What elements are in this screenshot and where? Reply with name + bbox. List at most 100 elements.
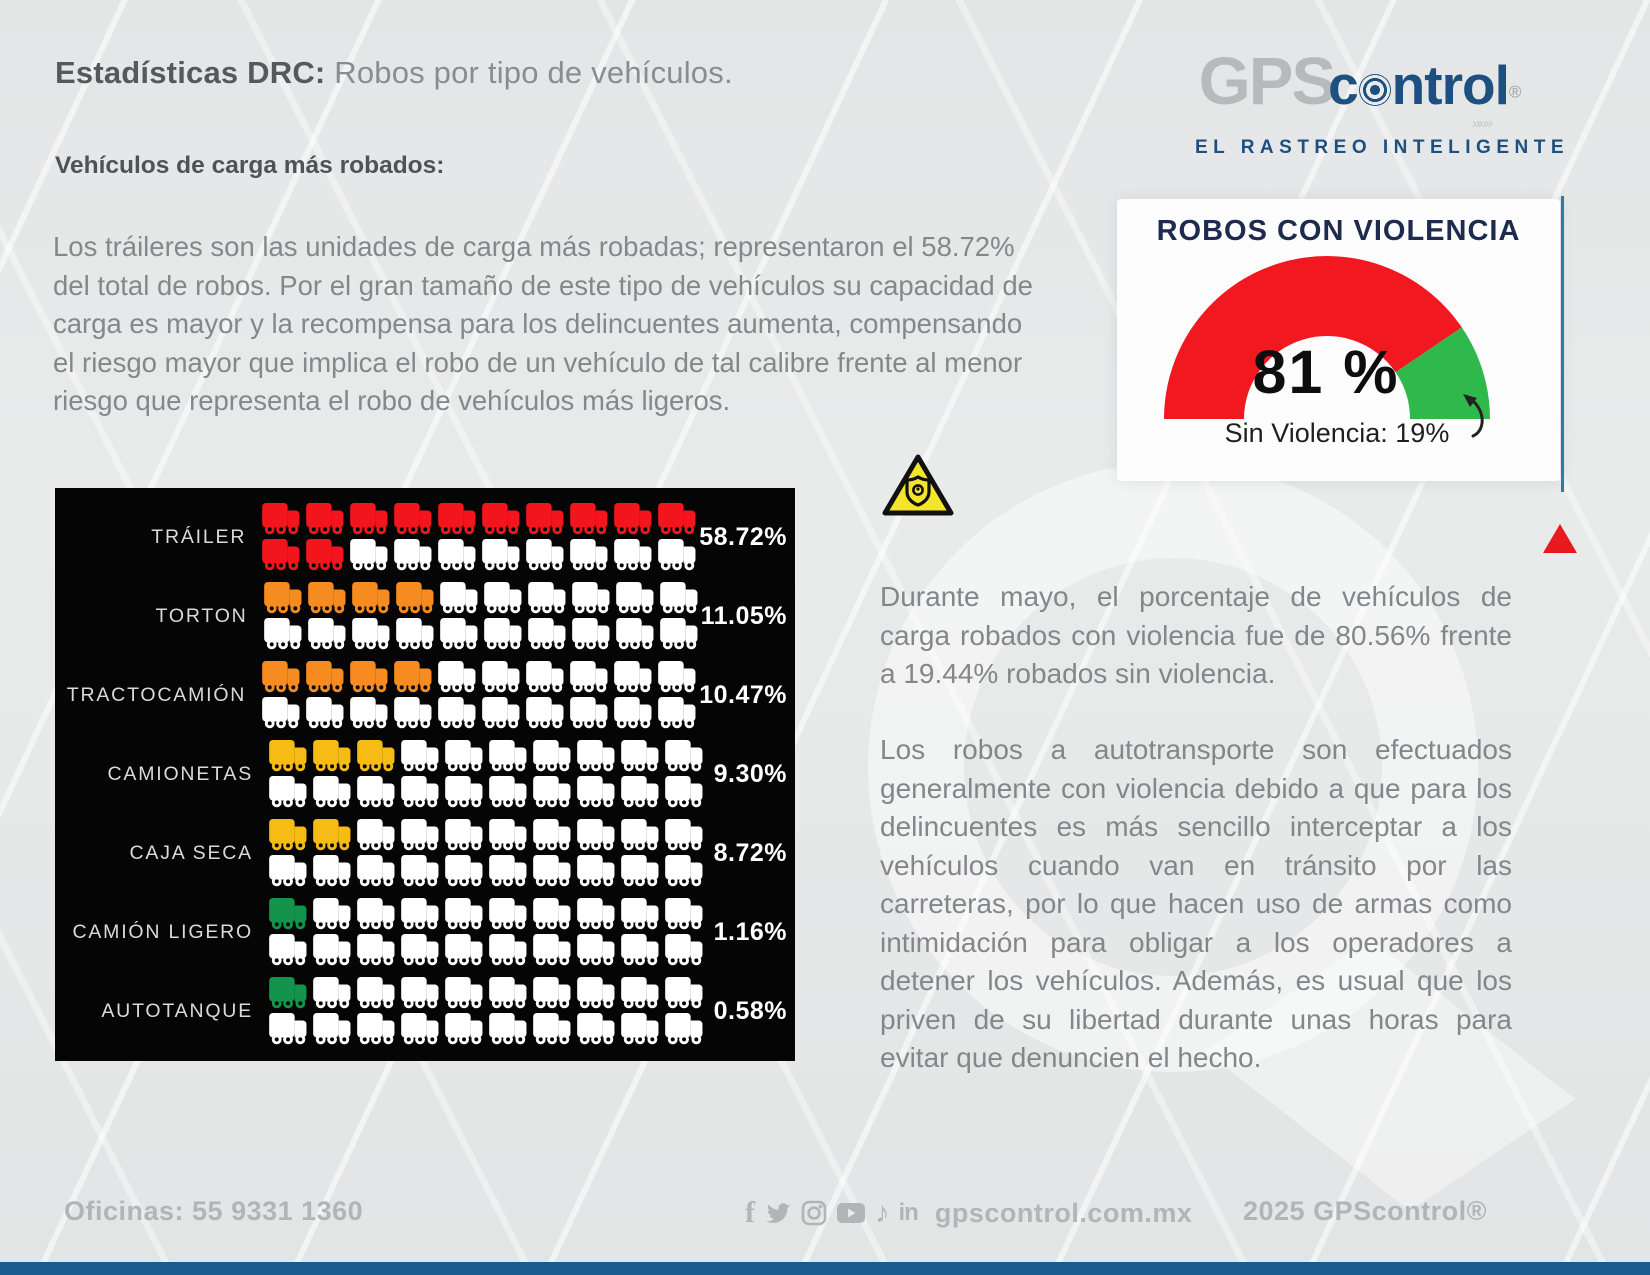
chart-row: CAMIÓN LIGERO 1.16% bbox=[55, 897, 795, 968]
truck-icon bbox=[349, 696, 391, 731]
section-subtitle: Vehículos de carga más robados: bbox=[55, 152, 445, 179]
truck-icon bbox=[437, 660, 479, 695]
truck-icon bbox=[356, 775, 398, 810]
truck-icon bbox=[620, 818, 662, 853]
footer-website[interactable]: gpscontrol.com.mx bbox=[934, 1197, 1193, 1228]
red-marker-icon bbox=[1543, 524, 1577, 553]
truck-icon bbox=[483, 581, 525, 616]
pictograph-chart: TRÁILER 58.72% TORTON 11.05% TRACTOCAMIÓN 10.… bbox=[55, 488, 795, 1061]
truck-icon bbox=[268, 897, 310, 932]
curved-arrow-icon bbox=[1463, 394, 1484, 438]
truck-icon bbox=[657, 502, 699, 537]
truck-icon bbox=[312, 976, 354, 1011]
truck-icon bbox=[664, 897, 706, 932]
truck-icon bbox=[437, 696, 479, 731]
truck-icon bbox=[312, 933, 354, 968]
chart-row: CAMIONETAS 9.30% bbox=[55, 739, 795, 810]
truck-icon bbox=[400, 854, 442, 889]
truck-icon bbox=[393, 660, 435, 695]
card-accent-line bbox=[1561, 196, 1564, 492]
youtube-icon[interactable] bbox=[836, 1202, 866, 1224]
truck-icon bbox=[400, 1012, 442, 1047]
truck-icon bbox=[395, 617, 437, 652]
truck-icon bbox=[576, 933, 618, 968]
truck-icon bbox=[532, 818, 574, 853]
truck-icon bbox=[615, 617, 657, 652]
truck-icon bbox=[305, 660, 347, 695]
truck-icon bbox=[400, 775, 442, 810]
chart-category-label: TRÁILER bbox=[151, 526, 247, 548]
truck-icon bbox=[400, 933, 442, 968]
truck-icon bbox=[400, 976, 442, 1011]
truck-icon bbox=[481, 538, 523, 573]
page-title: Estadísticas DRC: Robos por tipo de vehí… bbox=[55, 55, 733, 91]
truck-icon bbox=[351, 581, 393, 616]
truck-icon bbox=[525, 660, 567, 695]
twitter-icon[interactable] bbox=[764, 1201, 792, 1225]
tiktok-icon[interactable]: ♪ bbox=[875, 1196, 890, 1229]
truck-icon-grid bbox=[268, 818, 706, 889]
truck-icon bbox=[268, 739, 310, 774]
truck-icon bbox=[263, 617, 305, 652]
truck-icon bbox=[664, 933, 706, 968]
body-paragraph: Los robos a autotransporte son efectuado… bbox=[880, 734, 1512, 1073]
truck-icon bbox=[483, 617, 525, 652]
truck-icon bbox=[620, 775, 662, 810]
gauge-title: ROBOS CON VIOLENCIA bbox=[1156, 215, 1521, 247]
truck-icon bbox=[312, 854, 354, 889]
truck-icon bbox=[488, 897, 530, 932]
truck-icon bbox=[620, 897, 662, 932]
truck-icon bbox=[437, 538, 479, 573]
truck-icon bbox=[532, 976, 574, 1011]
truck-icon-grid bbox=[261, 660, 699, 731]
truck-icon bbox=[400, 818, 442, 853]
truck-icon bbox=[613, 660, 655, 695]
chart-value-label: 0.58% bbox=[713, 997, 787, 1025]
truck-icon bbox=[437, 502, 479, 537]
truck-icon bbox=[261, 660, 303, 695]
chart-category-label: CAMIONETAS bbox=[107, 763, 253, 785]
truck-icon bbox=[312, 1012, 354, 1047]
gauge-secondary-label: Sin Violencia: 19% bbox=[1224, 418, 1450, 448]
truck-icon bbox=[268, 1012, 310, 1047]
truck-icon bbox=[400, 897, 442, 932]
registered-mark: ® bbox=[1508, 82, 1522, 102]
truck-icon bbox=[659, 581, 701, 616]
truck-icon bbox=[664, 854, 706, 889]
chart-value-label: 9.30% bbox=[713, 760, 787, 788]
facebook-icon[interactable]: f bbox=[745, 1196, 755, 1229]
truck-icon bbox=[444, 775, 486, 810]
truck-icon bbox=[356, 897, 398, 932]
chart-row: AUTOTANQUE 0.58% bbox=[55, 976, 795, 1047]
chart-category-label: TRACTOCAMIÓN bbox=[66, 684, 247, 706]
truck-icon bbox=[349, 502, 391, 537]
instagram-icon[interactable] bbox=[801, 1200, 827, 1226]
truck-icon bbox=[305, 502, 347, 537]
truck-icon bbox=[576, 897, 618, 932]
truck-icon bbox=[527, 617, 569, 652]
truck-icon bbox=[268, 976, 310, 1011]
truck-icon bbox=[532, 933, 574, 968]
truck-icon-grid bbox=[268, 897, 706, 968]
truck-icon bbox=[613, 696, 655, 731]
truck-icon bbox=[664, 775, 706, 810]
truck-icon bbox=[356, 739, 398, 774]
chart-category-label: AUTOTANQUE bbox=[101, 1000, 253, 1022]
truck-icon bbox=[488, 976, 530, 1011]
chart-value-label: 8.72% bbox=[713, 839, 787, 867]
truck-icon bbox=[268, 775, 310, 810]
truck-icon bbox=[312, 739, 354, 774]
truck-icon bbox=[664, 976, 706, 1011]
truck-icon bbox=[488, 818, 530, 853]
bullseye-icon bbox=[1358, 74, 1391, 106]
truck-icon bbox=[261, 502, 303, 537]
truck-icon bbox=[615, 581, 657, 616]
truck-icon bbox=[664, 1012, 706, 1047]
truck-icon bbox=[307, 617, 349, 652]
truck-icon bbox=[312, 818, 354, 853]
truck-icon bbox=[312, 775, 354, 810]
truck-icon bbox=[481, 660, 523, 695]
linkedin-icon[interactable]: in bbox=[898, 1199, 919, 1226]
truck-icon-grid bbox=[268, 739, 706, 810]
truck-icon bbox=[268, 933, 310, 968]
